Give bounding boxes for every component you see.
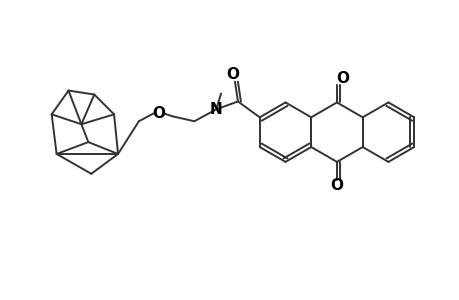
Text: O: O	[226, 67, 239, 82]
Text: O: O	[330, 178, 343, 193]
Text: O: O	[152, 106, 165, 121]
Text: N: N	[209, 102, 222, 117]
Text: O: O	[336, 71, 349, 86]
